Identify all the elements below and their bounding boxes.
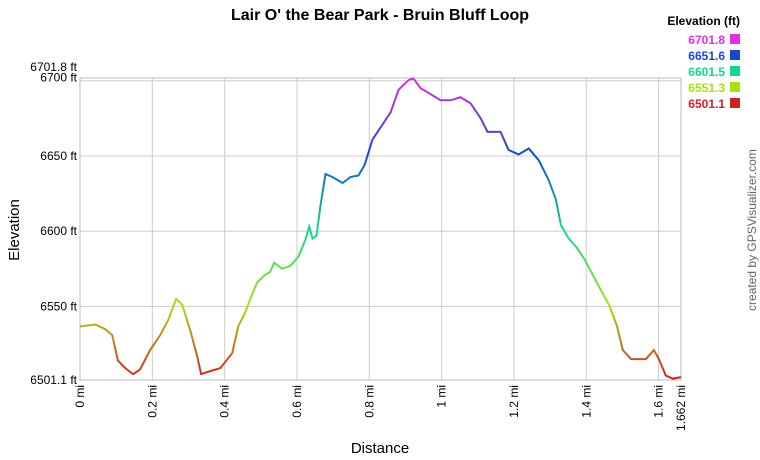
legend-swatch xyxy=(730,82,740,92)
legend-label: 6501.1 xyxy=(688,97,725,111)
x-tick-label: 1 mi xyxy=(435,385,449,408)
x-tick-label: 0 mi xyxy=(73,385,87,408)
x-tick-label: 0.4 mi xyxy=(218,385,232,418)
x-tick-label: 1.662 mi xyxy=(674,385,688,431)
elevation-line xyxy=(79,77,682,380)
chart-title: Lair O' the Bear Park - Bruin Bluff Loop xyxy=(231,7,529,24)
x-tick-label: 0.6 mi xyxy=(290,385,304,418)
legend-label: 6651.6 xyxy=(688,49,725,63)
legend-swatch xyxy=(730,50,740,60)
y-tick-label: 6700 ft xyxy=(40,71,77,85)
x-tick-label: 1.6 mi xyxy=(652,385,666,418)
y-tick-label: 6600 ft xyxy=(40,224,77,238)
x-tick-label: 1.4 mi xyxy=(579,385,593,418)
x-tick-label: 0.2 mi xyxy=(145,385,159,418)
legend-label: 6601.5 xyxy=(688,65,725,79)
legend-swatch xyxy=(730,98,740,108)
y-axis-label: Elevation xyxy=(6,199,23,261)
y-tick-label: 6501.1 ft xyxy=(30,373,77,387)
plot-border xyxy=(79,77,682,381)
legend-label: 6551.3 xyxy=(688,81,725,95)
legend-title: Elevation (ft) xyxy=(667,14,740,28)
y-tick-label: 6550 ft xyxy=(40,299,77,313)
y-tick-label: 6701.8 ft xyxy=(30,60,77,74)
legend-swatch xyxy=(730,34,740,44)
x-tick-label: 0.8 mi xyxy=(362,385,376,418)
x-axis-label: Distance xyxy=(351,440,409,457)
legend-swatch xyxy=(730,66,740,76)
credit: created by GPSVisualizer.com xyxy=(745,149,759,311)
y-tick-label: 6650 ft xyxy=(40,149,77,163)
x-tick-label: 1.2 mi xyxy=(507,385,521,418)
legend-label: 6701.8 xyxy=(688,33,725,47)
